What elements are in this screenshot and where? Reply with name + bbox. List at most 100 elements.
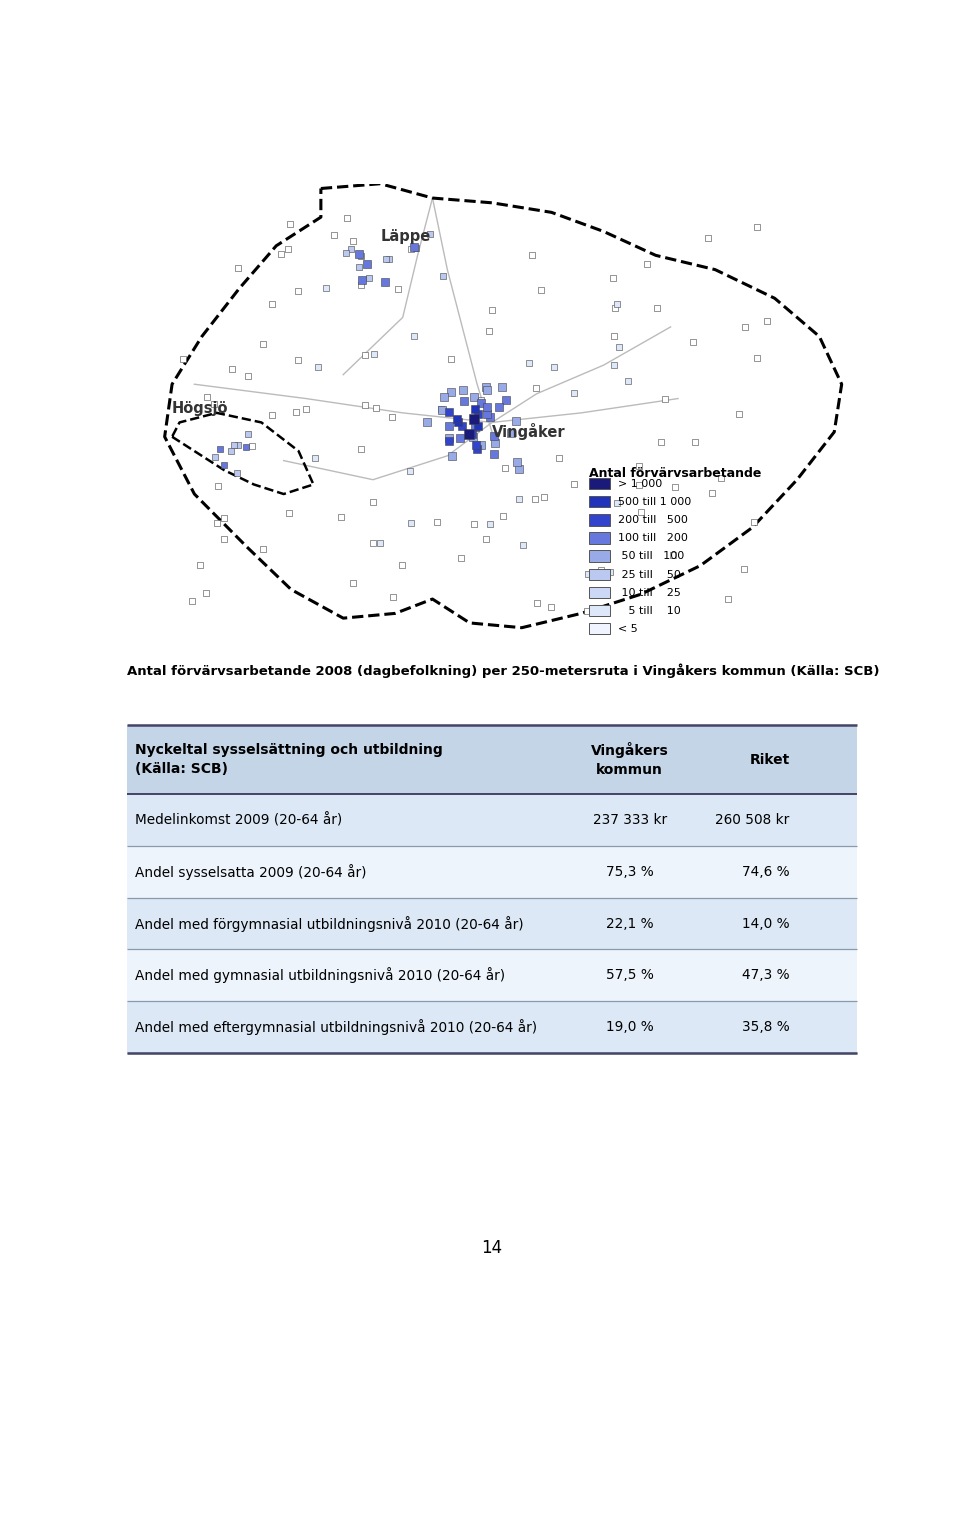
- Point: [456, 389, 471, 413]
- Point: [687, 430, 703, 455]
- Point: [280, 237, 296, 262]
- Point: [290, 348, 305, 372]
- Point: [469, 436, 485, 461]
- Point: [353, 243, 369, 268]
- Point: [473, 433, 489, 458]
- Point: [422, 222, 438, 246]
- Text: Riket: Riket: [750, 753, 789, 767]
- Point: [749, 216, 764, 240]
- Text: Medelinkomst 2009 (20-64 år): Medelinkomst 2009 (20-64 år): [134, 813, 342, 827]
- Point: [369, 397, 384, 421]
- Text: Vingåker: Vingåker: [492, 423, 565, 439]
- Point: [307, 446, 323, 470]
- Point: [299, 397, 314, 421]
- Point: [592, 565, 608, 589]
- Point: [346, 570, 361, 594]
- Text: Antal förvärvsarbetande 2008 (dagbefolkning) per 250-metersruta i Vingåkers komm: Antal förvärvsarbetande 2008 (dagbefolkn…: [128, 663, 880, 678]
- Point: [479, 395, 494, 419]
- Point: [227, 433, 242, 458]
- Point: [245, 433, 260, 458]
- Point: [467, 407, 482, 432]
- Point: [442, 429, 457, 453]
- Point: [206, 392, 222, 416]
- Point: [212, 436, 228, 461]
- Point: [515, 533, 530, 557]
- Point: [402, 459, 418, 484]
- Point: [466, 384, 481, 409]
- Point: [653, 430, 668, 455]
- Point: [366, 341, 381, 366]
- Point: [465, 424, 480, 449]
- Text: 47,3 %: 47,3 %: [742, 968, 789, 983]
- Point: [406, 325, 421, 349]
- Point: [658, 386, 673, 410]
- Point: [436, 384, 451, 409]
- Point: [521, 351, 537, 375]
- Text: 500 till 1 000: 500 till 1 000: [618, 498, 692, 507]
- Point: [488, 430, 503, 455]
- Point: [455, 413, 470, 438]
- Point: [467, 511, 482, 536]
- Point: [455, 378, 470, 403]
- Point: [737, 315, 753, 340]
- Text: 237 333 kr: 237 333 kr: [592, 813, 666, 827]
- Point: [366, 531, 381, 556]
- Point: [478, 527, 493, 551]
- Point: [491, 395, 506, 419]
- Point: [346, 228, 361, 253]
- Point: [481, 318, 496, 343]
- Point: [498, 387, 514, 412]
- Point: [453, 547, 468, 571]
- Point: [747, 510, 762, 534]
- Point: [229, 461, 245, 485]
- Point: [606, 325, 621, 349]
- Text: Andel med gymnasial utbildningsnivå 2010 (20-64 år): Andel med gymnasial utbildningsnivå 2010…: [134, 968, 505, 983]
- Point: [362, 266, 377, 291]
- Point: [452, 426, 468, 450]
- Point: [353, 273, 369, 297]
- Point: [705, 481, 720, 505]
- Bar: [588, 514, 610, 525]
- Point: [470, 403, 486, 427]
- Bar: [588, 568, 610, 580]
- Point: [351, 242, 367, 266]
- Point: [524, 243, 540, 268]
- Point: [510, 450, 525, 475]
- Text: > 1 000: > 1 000: [618, 479, 662, 488]
- Point: [749, 346, 764, 371]
- Point: [580, 562, 595, 586]
- Point: [429, 510, 444, 534]
- Point: [487, 442, 502, 467]
- Point: [311, 354, 326, 378]
- Point: [470, 413, 486, 438]
- Point: [333, 505, 348, 530]
- Point: [225, 357, 240, 381]
- Point: [436, 263, 451, 288]
- Bar: [588, 551, 610, 562]
- Point: [473, 387, 489, 412]
- Point: [606, 266, 621, 291]
- Point: [291, 279, 306, 303]
- Point: [479, 401, 494, 426]
- Point: [593, 557, 609, 582]
- Point: [665, 544, 681, 568]
- Bar: [128, 726, 856, 795]
- Point: [579, 599, 594, 623]
- Text: < 5: < 5: [618, 625, 638, 634]
- Point: [721, 586, 736, 611]
- Point: [359, 251, 374, 276]
- Point: [494, 504, 510, 528]
- Point: [241, 364, 256, 389]
- Point: [504, 421, 519, 446]
- Point: [216, 527, 231, 551]
- Point: [509, 409, 524, 433]
- Text: Andel med förgymnasial utbildningsnivå 2010 (20-64 år): Andel med förgymnasial utbildningsnivå 2…: [134, 916, 523, 931]
- Point: [381, 246, 396, 271]
- Point: [175, 348, 190, 372]
- Point: [199, 580, 214, 605]
- Point: [216, 452, 231, 476]
- Point: [620, 369, 636, 393]
- Point: [639, 251, 655, 276]
- Point: [230, 256, 246, 280]
- Point: [443, 380, 458, 404]
